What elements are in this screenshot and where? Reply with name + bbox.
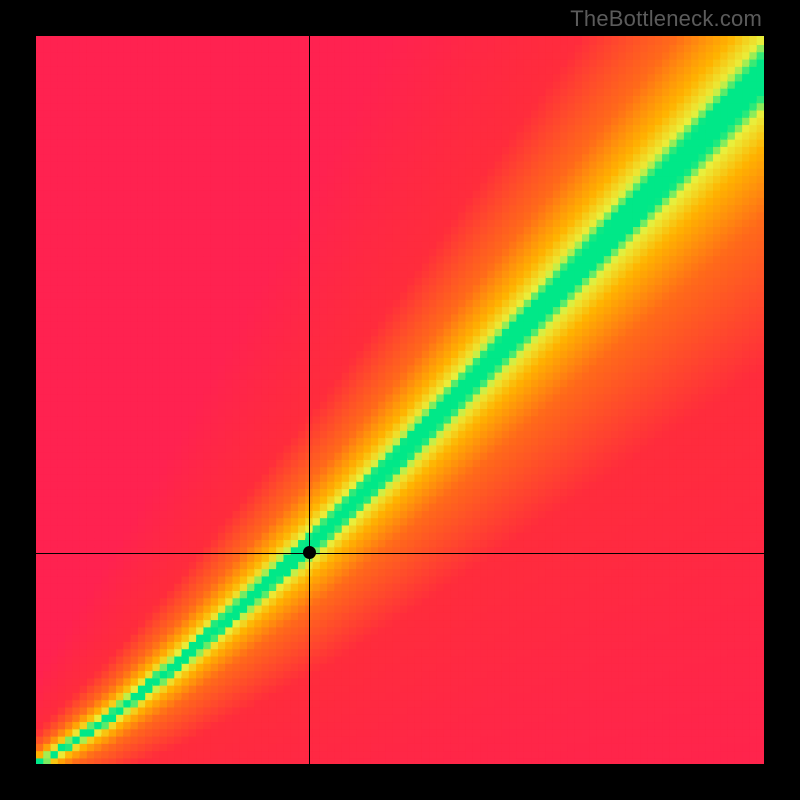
heatmap-canvas (36, 36, 764, 764)
watermark-text: TheBottleneck.com (570, 6, 762, 32)
crosshair-horizontal (36, 553, 764, 554)
heatmap-plot (36, 36, 764, 764)
selection-marker (303, 546, 316, 559)
crosshair-vertical (309, 36, 310, 764)
chart-frame: { "watermark": { "text": "TheBottleneck.… (0, 0, 800, 800)
